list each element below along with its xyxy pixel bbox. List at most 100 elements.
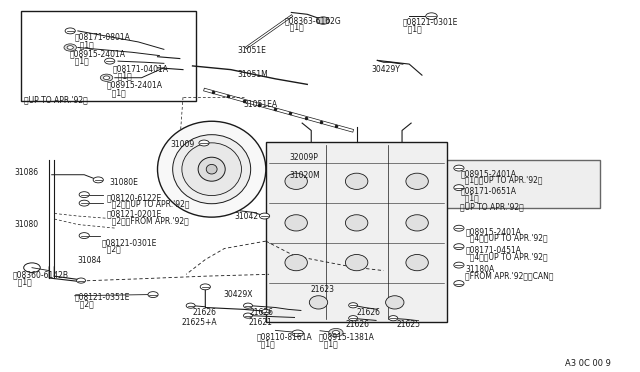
Text: （2）（UP TO APR.'92）: （2）（UP TO APR.'92）	[106, 200, 189, 209]
Ellipse shape	[406, 173, 428, 189]
Text: 31042: 31042	[234, 212, 258, 221]
Text: 30429Y: 30429Y	[371, 65, 400, 74]
Ellipse shape	[346, 173, 368, 189]
Text: （4）（UP TO APR.'92）: （4）（UP TO APR.'92）	[465, 252, 548, 261]
Text: Ⓑ08171-0801A: Ⓑ08171-0801A	[75, 33, 131, 42]
Circle shape	[199, 140, 209, 146]
Text: （2）: （2）	[75, 299, 93, 308]
Circle shape	[244, 303, 252, 308]
Text: 31009: 31009	[170, 141, 195, 150]
Text: （1）: （1）	[256, 339, 275, 348]
Ellipse shape	[157, 121, 266, 217]
Ellipse shape	[309, 296, 328, 309]
Text: Ⓑ08121-0351E: Ⓑ08121-0351E	[75, 293, 130, 302]
Circle shape	[93, 177, 103, 183]
Text: 21623: 21623	[310, 285, 335, 294]
Ellipse shape	[386, 296, 404, 309]
Text: 21626: 21626	[346, 320, 369, 330]
Circle shape	[426, 13, 437, 19]
Text: Ⓑ08110-8161A: Ⓑ08110-8161A	[256, 333, 312, 341]
Circle shape	[454, 262, 464, 268]
Text: 31080E: 31080E	[109, 179, 139, 187]
Text: （4）（UP TO APR.'92）: （4）（UP TO APR.'92）	[465, 234, 548, 243]
Circle shape	[186, 303, 195, 308]
Text: 30429X: 30429X	[223, 290, 253, 299]
Ellipse shape	[285, 173, 307, 189]
Text: 32009P: 32009P	[289, 153, 318, 161]
Text: 21625+A: 21625+A	[182, 318, 218, 327]
Text: （1）: （1）	[106, 88, 125, 97]
Text: （2）（FROM APR.'92）: （2）（FROM APR.'92）	[106, 217, 188, 225]
Circle shape	[329, 328, 343, 337]
Circle shape	[64, 44, 76, 51]
Text: Ⓑ08171-0451A: Ⓑ08171-0451A	[465, 246, 522, 254]
Text: （1）: （1）	[460, 193, 479, 202]
Ellipse shape	[182, 143, 241, 196]
Text: Ⓑ08121-0301E: Ⓑ08121-0301E	[102, 238, 157, 247]
Circle shape	[79, 200, 90, 206]
Text: Ⓡ08915-2401A: Ⓡ08915-2401A	[465, 227, 522, 236]
Bar	[435, 160, 600, 208]
Text: Ⓡ08915-2401A: Ⓡ08915-2401A	[70, 49, 125, 58]
Text: Ⓝ08363-6162G: Ⓝ08363-6162G	[285, 16, 342, 25]
Text: 31051M: 31051M	[237, 70, 268, 78]
Text: Ⓑ08121-0301E: Ⓑ08121-0301E	[403, 17, 458, 26]
Circle shape	[349, 303, 358, 308]
Text: Ⓑ08171-0401A: Ⓑ08171-0401A	[113, 64, 169, 73]
Text: 31080: 31080	[14, 220, 38, 229]
Text: Ⓑ08171-0651A: Ⓑ08171-0651A	[460, 186, 516, 196]
Circle shape	[79, 232, 90, 238]
Text: 31020M: 31020M	[289, 171, 320, 180]
Text: （FROM APR.'92）（CAN）: （FROM APR.'92）（CAN）	[465, 272, 554, 281]
Circle shape	[332, 330, 339, 335]
Ellipse shape	[406, 215, 428, 231]
Text: 31180A: 31180A	[465, 265, 495, 274]
Circle shape	[100, 74, 113, 81]
Text: （1）: （1）	[403, 24, 422, 33]
Circle shape	[292, 330, 303, 337]
Ellipse shape	[173, 135, 251, 204]
Circle shape	[389, 315, 397, 321]
Text: （1）: （1）	[13, 277, 31, 286]
Circle shape	[244, 313, 252, 318]
Circle shape	[104, 76, 109, 80]
Circle shape	[259, 213, 269, 219]
Text: 31051E: 31051E	[237, 46, 266, 55]
Text: Ⓑ08120-6122E: Ⓑ08120-6122E	[106, 193, 162, 202]
Text: （UP TO APR.'92）: （UP TO APR.'92）	[24, 96, 88, 105]
Text: （1）（UP TO APR.'92）: （1）（UP TO APR.'92）	[460, 176, 543, 185]
Ellipse shape	[346, 215, 368, 231]
FancyBboxPatch shape	[266, 141, 447, 322]
Ellipse shape	[198, 157, 225, 181]
Circle shape	[148, 292, 158, 298]
Circle shape	[79, 192, 90, 198]
Circle shape	[454, 165, 464, 171]
Text: Ⓡ08915-1381A: Ⓡ08915-1381A	[319, 333, 374, 341]
Circle shape	[454, 185, 464, 190]
Text: （1）: （1）	[319, 339, 337, 348]
Text: （1）: （1）	[70, 57, 88, 66]
Text: 21626: 21626	[193, 308, 216, 317]
Text: 31086: 31086	[14, 168, 38, 177]
Circle shape	[77, 278, 86, 283]
Circle shape	[104, 58, 115, 64]
Text: 31051EA: 31051EA	[244, 100, 278, 109]
Text: Ⓑ08121-0201E: Ⓑ08121-0201E	[106, 210, 162, 219]
Circle shape	[454, 280, 464, 286]
Circle shape	[65, 28, 76, 34]
Text: 21625: 21625	[396, 320, 420, 330]
Circle shape	[67, 46, 74, 49]
Text: （1）: （1）	[75, 40, 93, 49]
Text: （UP TO APR.'92）: （UP TO APR.'92）	[460, 202, 524, 211]
Ellipse shape	[285, 254, 307, 271]
Text: Ⓝ08360-6142B: Ⓝ08360-6142B	[13, 270, 69, 280]
Ellipse shape	[406, 254, 428, 271]
Text: 21621: 21621	[248, 318, 273, 327]
Circle shape	[454, 225, 464, 231]
Text: A3 0C 00 9: A3 0C 00 9	[565, 359, 611, 368]
Circle shape	[454, 244, 464, 250]
Text: Ⓡ08915-2401A: Ⓡ08915-2401A	[460, 169, 516, 178]
Circle shape	[317, 17, 330, 24]
Ellipse shape	[285, 215, 307, 231]
Text: （1）: （1）	[113, 71, 132, 80]
